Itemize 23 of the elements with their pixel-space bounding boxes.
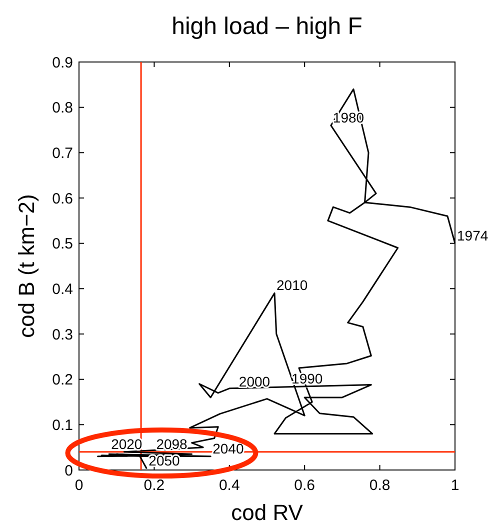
annotation: 1974 [457, 227, 488, 244]
x-tick-label: 0.4 [218, 477, 240, 494]
y-axis-title: cod B (t km−2) [14, 194, 39, 338]
x-tick-label: 0.6 [294, 477, 316, 494]
x-axis-title: cod RV [231, 500, 304, 525]
y-tick-label: 0 [64, 462, 73, 480]
y-tick-label: 0.2 [52, 372, 73, 389]
x-tick-label: 0 [74, 477, 84, 494]
annotation: 2098 [156, 436, 188, 452]
y-tick-label: 0.9 [52, 54, 73, 72]
y-tick-label: 0.4 [52, 280, 73, 298]
x-tick-label: 1 [450, 477, 460, 494]
y-tick-label: 0.1 [52, 416, 73, 434]
x-tick-label: 0.8 [369, 477, 390, 494]
annotation: 2000 [238, 373, 270, 390]
y-tick-label: 0.6 [52, 190, 73, 208]
y-tick-label: 0.8 [52, 100, 73, 117]
annotation: 2010 [276, 277, 308, 294]
y-tick-label: 0.3 [52, 326, 73, 344]
y-tick-label: 0.5 [52, 236, 73, 253]
chart-title: high load – high F [172, 13, 362, 40]
x-tick-label: 0.2 [144, 477, 165, 494]
y-tick-label: 0.7 [52, 144, 73, 162]
